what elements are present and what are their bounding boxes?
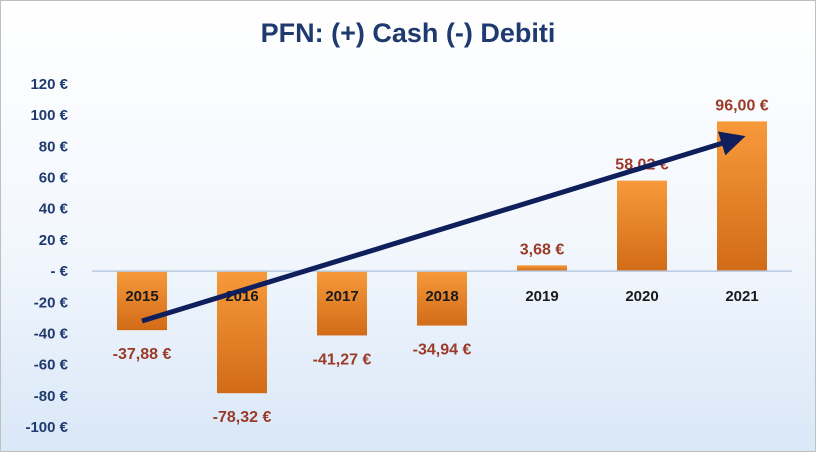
y-tick-label: 120 € bbox=[30, 76, 68, 93]
y-tick-label: 80 € bbox=[39, 138, 69, 155]
bar bbox=[517, 265, 567, 272]
x-tick-label: 2019 bbox=[525, 288, 558, 305]
data-label: -41,27 € bbox=[313, 351, 372, 368]
x-tick-label: 2018 bbox=[425, 288, 458, 305]
data-label: -34,94 € bbox=[413, 342, 472, 359]
y-tick-label: -100 € bbox=[25, 419, 68, 436]
y-tick-label: 100 € bbox=[30, 107, 68, 124]
y-tick-label: -20 € bbox=[34, 294, 69, 311]
x-tick-label: 2015 bbox=[125, 288, 158, 305]
bar bbox=[317, 271, 367, 336]
y-tick-label: -40 € bbox=[34, 325, 69, 342]
data-label: 3,68 € bbox=[520, 241, 565, 258]
y-tick-label: 40 € bbox=[39, 201, 69, 218]
x-tick-label: 2017 bbox=[325, 288, 358, 305]
y-tick-label: -80 € bbox=[34, 388, 69, 405]
y-axis: 120 € 100 € 80 € 60 € 40 € 20 € - € -20 € -40 € -… bbox=[25, 76, 68, 436]
y-tick-label: -60 € bbox=[34, 357, 69, 374]
y-tick-label: 20 € bbox=[39, 232, 69, 249]
x-tick-label: 2021 bbox=[725, 288, 758, 305]
x-tick-label: 2020 bbox=[625, 288, 658, 305]
y-tick-label: 60 € bbox=[39, 170, 69, 187]
data-label: -37,88 € bbox=[113, 346, 172, 363]
data-label: 96,00 € bbox=[715, 97, 768, 114]
bar bbox=[617, 180, 667, 272]
chart-title: PFN: (+) Cash (-) Debiti bbox=[260, 18, 556, 48]
trend-arrow bbox=[141, 131, 746, 324]
data-labels: -37,88 €-78,32 €-41,27 €-34,94 €3,68 €58… bbox=[113, 97, 769, 426]
y-tick-label: - € bbox=[50, 263, 68, 280]
data-label: -78,32 € bbox=[213, 409, 272, 426]
bar bbox=[417, 271, 467, 326]
trend-arrow-group bbox=[141, 131, 746, 324]
